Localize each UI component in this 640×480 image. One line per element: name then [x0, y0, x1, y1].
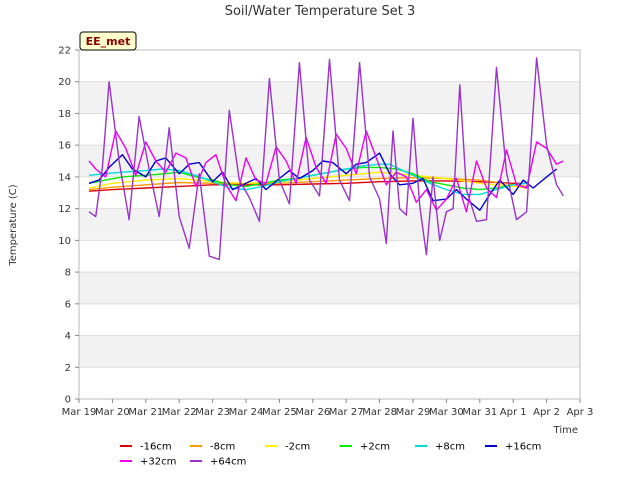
x-tick-label: Apr 1 — [500, 407, 527, 418]
site-badge-label: EE_met — [86, 35, 131, 48]
y-tick-label: 4 — [65, 331, 71, 342]
plot-background-bands — [79, 50, 580, 399]
background-band — [79, 81, 580, 114]
plot-frame — [78, 49, 581, 400]
x-tick-label: Mar 19 — [62, 407, 97, 418]
background-band — [79, 208, 580, 241]
x-tick-label: Apr 3 — [567, 407, 594, 418]
x-tick-label: Mar 29 — [396, 407, 431, 418]
legend-label: +8cm — [435, 442, 465, 453]
x-tick-label: Mar 24 — [229, 407, 264, 418]
x-tick-label: Mar 23 — [195, 407, 230, 418]
x-tick-label: Mar 21 — [128, 407, 163, 418]
legend-label: -2cm — [285, 442, 310, 453]
x-tick-label: Mar 28 — [362, 407, 397, 418]
y-tick-label: 12 — [58, 204, 71, 215]
y-tick-label: 16 — [58, 141, 71, 152]
series-line-8cm — [88, 176, 527, 191]
series-line-2cm — [88, 171, 527, 189]
background-band — [79, 113, 580, 146]
x-tick-label: Apr 2 — [533, 407, 560, 418]
legend: -16cm -8cm -2cm +2cm +8cm +16cm +32cm +64cm — [120, 442, 541, 468]
legend-label: +32cm — [140, 457, 176, 468]
series-line-32cm — [88, 130, 564, 213]
y-tick-label: 6 — [65, 299, 71, 310]
background-band — [79, 303, 580, 336]
y-tick-label: 14 — [58, 172, 71, 183]
y-tick-label: 22 — [58, 46, 71, 57]
y-tick-label: 18 — [58, 109, 71, 120]
x-tick-label: Mar 22 — [162, 407, 197, 418]
legend-label: +64cm — [210, 457, 246, 468]
y-axis-title: Temperature (C) — [8, 184, 19, 266]
y-tick-label: 2 — [65, 363, 71, 374]
y-tick-label: 20 — [58, 77, 71, 88]
y-tick-label: 10 — [58, 236, 71, 247]
x-tick-label: Mar 30 — [429, 407, 464, 418]
x-tick-label: Mar 27 — [329, 407, 364, 418]
legend-label: +16cm — [505, 442, 541, 453]
site-badge: EE_met — [79, 31, 137, 51]
x-tick-label: Mar 25 — [262, 407, 297, 418]
x-tick-label: Mar 31 — [462, 407, 497, 418]
series-line-64cm — [88, 57, 564, 261]
legend-label: -16cm — [140, 442, 172, 453]
y-tick-label: 8 — [65, 268, 71, 279]
legend-label: -8cm — [210, 442, 235, 453]
legend-label: +2cm — [360, 442, 390, 453]
background-band — [79, 367, 580, 399]
background-band — [79, 240, 580, 273]
x-tick-label: Mar 26 — [295, 407, 330, 418]
chart-title: Soil/Water Temperature Set 3 — [225, 4, 416, 19]
site-badge-box — [79, 31, 137, 51]
y-axis-ticks: 0 2 4 6 8 10 12 14 16 18 20 22 — [58, 46, 79, 406]
x-axis-title: Time — [553, 425, 578, 436]
x-tick-label: Mar 20 — [95, 407, 130, 418]
background-band — [79, 272, 580, 304]
y-tick-label: 0 — [65, 395, 71, 406]
background-band — [79, 335, 580, 368]
series-layer — [88, 57, 564, 261]
